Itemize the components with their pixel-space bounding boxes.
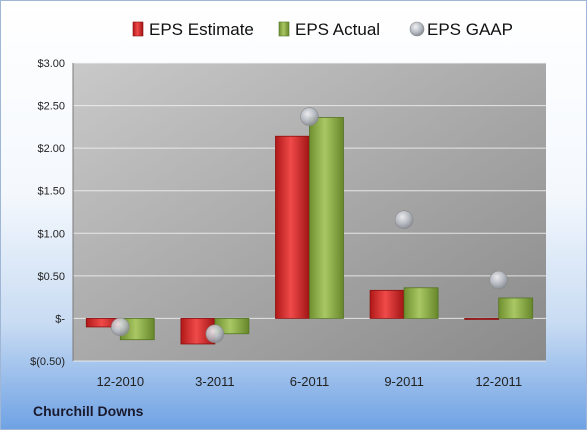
y-tick-label: $0.50 [37, 271, 65, 283]
legend-swatch [278, 21, 290, 37]
y-tick-label: $- [55, 313, 65, 325]
eps-actual-bar [309, 117, 344, 319]
y-tick-label: $(0.50) [30, 356, 65, 368]
legend-swatch [409, 21, 425, 37]
legend-label: EPS Actual [295, 20, 380, 39]
legend: EPS Estimate EPS Actual EPS GAAP [132, 20, 513, 39]
plot-area: $3.00 $2.50 $2.00 $1.50 $1.00 $0.50 $- $(0.50) 1… [30, 58, 546, 389]
eps-estimate-bar [275, 135, 310, 319]
x-tick-label: 12-2011 [475, 374, 522, 389]
legend-label: EPS Estimate [149, 20, 254, 39]
eps-gaap-marker [394, 210, 414, 229]
eps-estimate-bar [369, 289, 405, 319]
legend-item: EPS Actual [278, 20, 380, 39]
eps-estimate-bar [464, 318, 500, 320]
eps-gaap-marker [111, 317, 130, 337]
y-tick-label: $2.00 [37, 143, 65, 155]
x-tick-label: 12-2010 [96, 374, 144, 389]
eps-gaap-marker [300, 107, 319, 126]
company-name: Churchill Downs [33, 403, 144, 419]
x-tick-label: 6-2011 [290, 374, 330, 389]
legend-label: EPS GAAP [427, 20, 513, 39]
legend-item: EPS GAAP [409, 20, 513, 39]
y-tick-label: $1.00 [37, 228, 65, 240]
eps-actual-bar [403, 287, 439, 319]
y-tick-label: $2.50 [37, 101, 65, 113]
y-tick-label: $3.00 [37, 58, 65, 70]
y-tick-label: $1.50 [37, 186, 65, 198]
x-tick-label: 3-2011 [195, 374, 235, 389]
eps-gaap-marker [489, 270, 509, 290]
eps-actual-bar [498, 297, 534, 319]
x-tick-label: 9-2011 [384, 374, 424, 389]
eps-gaap-marker [205, 324, 225, 344]
legend-item: EPS Estimate [132, 20, 254, 39]
legend-swatch [132, 21, 144, 37]
